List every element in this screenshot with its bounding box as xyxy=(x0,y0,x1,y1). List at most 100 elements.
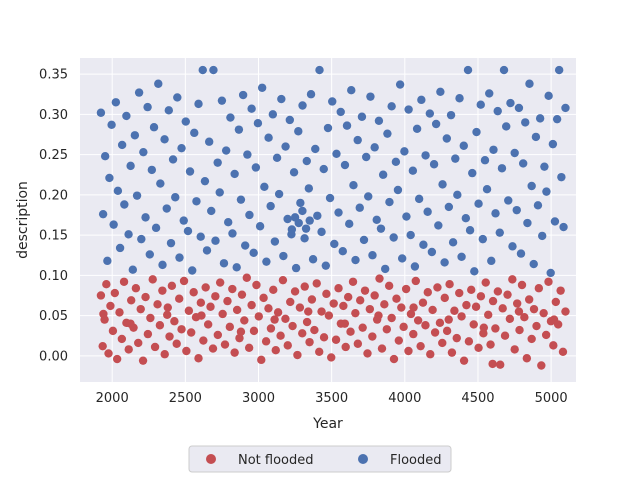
data-point xyxy=(453,190,462,200)
data-point xyxy=(355,296,365,305)
data-point xyxy=(529,259,538,269)
data-point xyxy=(213,330,223,340)
data-point xyxy=(225,322,235,332)
data-point xyxy=(548,139,558,149)
data-point xyxy=(380,300,389,309)
data-point xyxy=(304,184,314,193)
data-point xyxy=(98,209,108,219)
data-point xyxy=(156,179,165,188)
data-point xyxy=(247,300,256,310)
data-point xyxy=(270,315,279,324)
data-point xyxy=(461,213,471,223)
data-point xyxy=(372,215,381,224)
data-point xyxy=(550,217,560,226)
x-tick-label: 2500 xyxy=(169,391,202,406)
data-point xyxy=(138,356,148,365)
data-point xyxy=(438,338,447,348)
data-point xyxy=(400,147,409,156)
data-point xyxy=(105,173,114,183)
data-point xyxy=(349,180,358,190)
data-point xyxy=(412,124,422,134)
data-point xyxy=(381,264,390,274)
data-point xyxy=(177,143,186,153)
data-point xyxy=(534,284,544,293)
data-point xyxy=(334,208,343,217)
data-point xyxy=(496,360,505,369)
data-point xyxy=(447,348,457,357)
data-point xyxy=(100,152,110,161)
data-point xyxy=(109,220,118,229)
data-point xyxy=(401,284,411,294)
data-point xyxy=(340,160,350,170)
data-point xyxy=(122,111,131,121)
data-point xyxy=(294,218,303,228)
data-point xyxy=(235,333,244,343)
data-point xyxy=(540,162,549,171)
data-point xyxy=(484,310,493,319)
data-point xyxy=(551,297,561,307)
data-point xyxy=(305,337,314,347)
data-point xyxy=(294,127,303,136)
data-point xyxy=(488,359,497,369)
data-point xyxy=(351,308,360,318)
data-point xyxy=(423,288,432,297)
data-point xyxy=(521,118,530,127)
data-point xyxy=(124,230,133,239)
data-point xyxy=(476,100,485,109)
data-point xyxy=(348,277,358,286)
data-point xyxy=(541,330,551,340)
data-point xyxy=(237,290,247,299)
data-point xyxy=(459,356,469,365)
data-point xyxy=(215,188,224,197)
data-point xyxy=(162,204,171,213)
data-point xyxy=(476,292,486,301)
data-point xyxy=(542,187,551,196)
data-point xyxy=(274,189,284,199)
data-point xyxy=(512,299,522,308)
x-tick-labels: 2000 2500 3000 3500 4000 4500 5000 xyxy=(96,391,568,406)
data-point xyxy=(295,303,305,312)
data-point xyxy=(408,166,418,175)
data-point xyxy=(213,158,222,167)
data-point xyxy=(289,168,299,177)
legend-label-flooded: Flooded xyxy=(390,453,442,468)
data-point xyxy=(151,223,161,233)
data-point xyxy=(495,228,504,237)
data-point xyxy=(112,354,122,364)
data-point xyxy=(392,294,401,303)
data-point xyxy=(242,273,251,282)
data-point xyxy=(546,268,555,278)
data-point xyxy=(119,277,129,286)
data-point xyxy=(96,291,106,300)
data-point xyxy=(110,288,120,298)
data-point xyxy=(203,320,213,329)
data-point xyxy=(499,65,509,75)
data-point xyxy=(245,210,254,220)
data-point xyxy=(322,289,331,299)
data-point xyxy=(311,144,320,154)
data-point xyxy=(508,275,517,284)
x-tick-label: 2000 xyxy=(96,391,129,406)
data-point xyxy=(106,301,115,311)
data-point xyxy=(230,348,239,357)
data-point xyxy=(510,345,519,354)
data-point xyxy=(377,344,387,353)
data-point xyxy=(366,92,375,101)
data-point xyxy=(512,205,521,215)
data-point xyxy=(467,285,476,295)
data-point xyxy=(313,211,322,220)
data-point xyxy=(139,147,148,157)
data-point xyxy=(445,280,454,289)
data-point xyxy=(298,329,307,338)
data-point xyxy=(323,123,333,133)
data-point xyxy=(491,324,500,333)
data-point xyxy=(336,107,345,117)
data-point xyxy=(332,149,341,158)
data-point xyxy=(155,321,165,330)
data-point xyxy=(331,335,341,344)
data-point xyxy=(436,87,445,97)
data-point xyxy=(385,197,394,207)
data-point xyxy=(249,326,259,336)
data-point xyxy=(172,339,181,348)
data-point xyxy=(244,343,254,352)
